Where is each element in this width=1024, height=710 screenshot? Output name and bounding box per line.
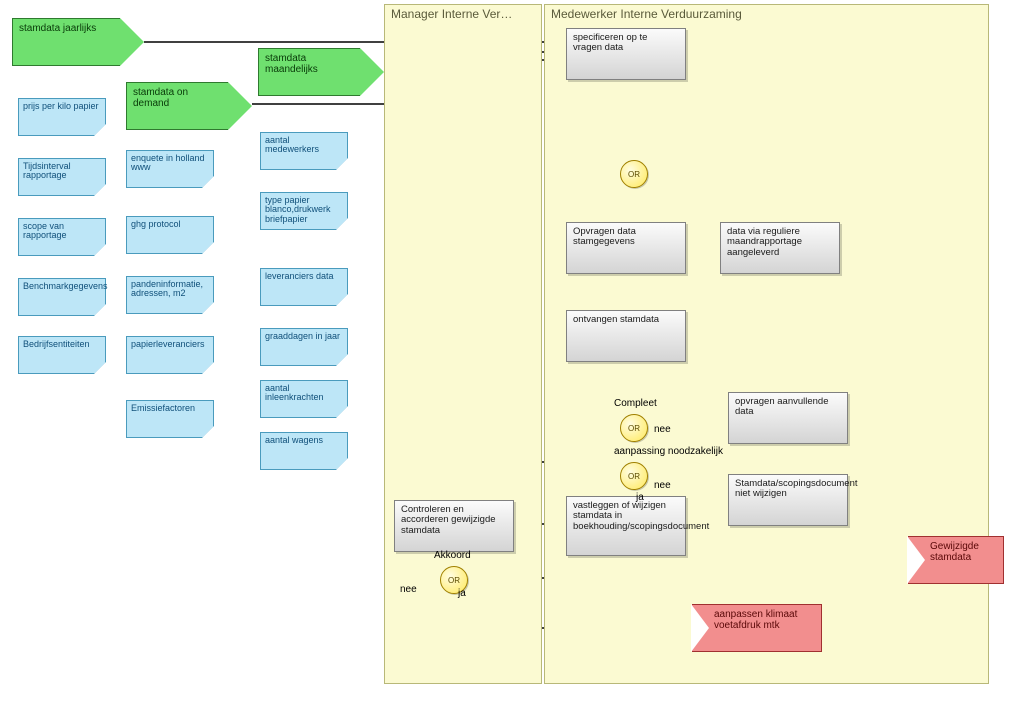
lane-manager-title: Manager Interne Ver… <box>391 7 512 21</box>
d13: leveranciers data <box>260 268 348 306</box>
in-maandelijks: stamdata maandelijks <box>258 48 360 96</box>
out-aanp: aanpassen klimaat voetafdruk mtk <box>692 604 822 652</box>
g1: OR <box>620 160 648 188</box>
a-wijz: Stamdata/scopingsdocument niet wijzigen <box>728 474 848 526</box>
d14: graaddagen in jaar <box>260 328 348 366</box>
g3-title: aanpassing noodzakelijk <box>614 446 723 457</box>
a-spec: specificeren op te vragen data <box>566 28 686 80</box>
d16: aantal wagens <box>260 432 348 470</box>
d3: scope van rapportage <box>18 218 106 256</box>
d4: Benchmarkgegevens <box>18 278 106 316</box>
el3: nee <box>654 480 671 491</box>
out-gew: Gewijzigde stamdata <box>908 536 1004 584</box>
a-ontv: ontvangen stamdata <box>566 310 686 362</box>
el2: ja <box>636 492 644 503</box>
g3: OR <box>620 462 648 490</box>
d9: papierleveranciers <box>126 336 214 374</box>
el1: nee <box>654 424 671 435</box>
d7: ghg protocol <box>126 216 214 254</box>
in-jaarlijks: stamdata jaarlijks <box>12 18 120 66</box>
d8: pandeninformatie, adressen, m2 <box>126 276 214 314</box>
a-opvr: Opvragen data stamgegevens <box>566 222 686 274</box>
lane-medewerker-title: Medewerker Interne Verduurzaming <box>551 7 742 21</box>
d11: aantal medewerkers <box>260 132 348 170</box>
a-ctrl: Controleren en accorderen gewijzigde sta… <box>394 500 514 552</box>
in-on-demand: stamdata on demand <box>126 82 228 130</box>
d2: Tijdsinterval rapportage <box>18 158 106 196</box>
g2-title: Compleet <box>614 398 657 409</box>
d6: enquete in holland www <box>126 150 214 188</box>
g4-title: Akkoord <box>434 550 471 561</box>
a-reg: data via reguliere maandrapportage aange… <box>720 222 840 274</box>
diagram-canvas: Manager Interne Ver… Medewerker Interne V… <box>0 0 1024 710</box>
d12: type papier blanco,drukwerk briefpapier <box>260 192 348 230</box>
d5: Bedrijfsentiteiten <box>18 336 106 374</box>
d15: aantal inleenkrachten <box>260 380 348 418</box>
a-aanv: opvragen aanvullende data <box>728 392 848 444</box>
d1: prijs per kilo papier <box>18 98 106 136</box>
d10: Emissiefactoren <box>126 400 214 438</box>
el5: ja <box>458 588 466 599</box>
g2: OR <box>620 414 648 442</box>
a-vast: vastleggen of wijzigen stamdata in boekh… <box>566 496 686 556</box>
el4: nee <box>400 584 417 595</box>
